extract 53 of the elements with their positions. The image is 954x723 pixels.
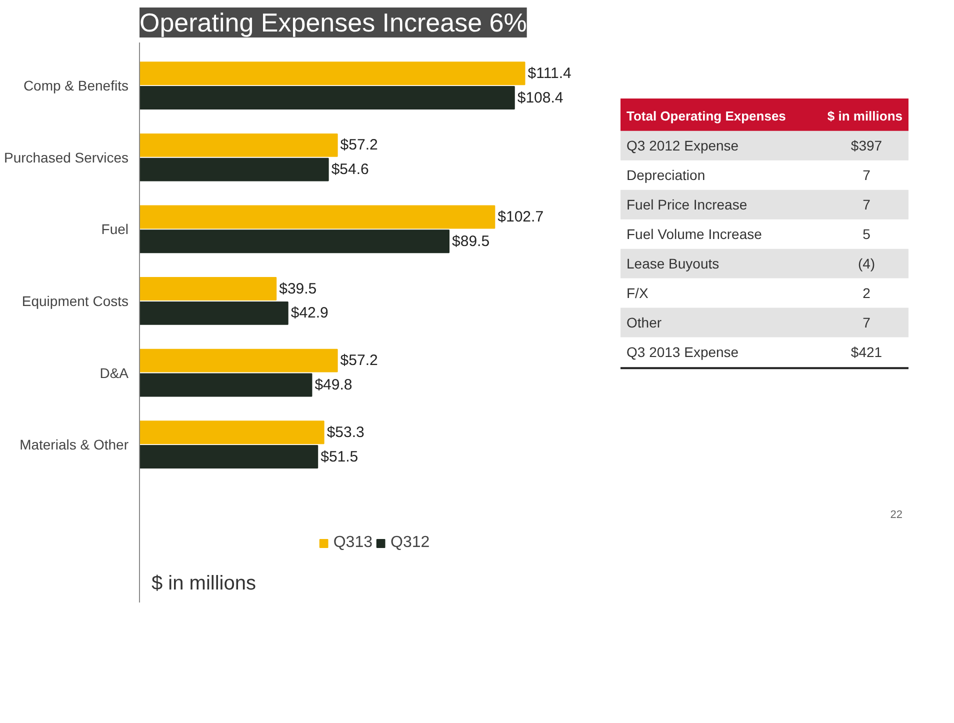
bar: [140, 277, 277, 300]
text: 7: [862, 196, 870, 213]
category-label: F/X: [626, 285, 649, 302]
text: (4): [858, 256, 876, 272]
text: Total Operating Expenses: [626, 108, 786, 124]
y-tick-label: Fuel: [101, 221, 128, 238]
data-label: $54.6: [331, 161, 369, 178]
y-tick-label: D&A: [100, 364, 130, 381]
legend-label: Q313: [333, 534, 372, 552]
data-label: $42.9: [290, 304, 328, 322]
text: $397: [850, 138, 882, 154]
chart-title: Operating Expenses Increase 6%: [140, 8, 527, 38]
category-label: Fuel Price Increase: [626, 196, 748, 213]
text: 2: [862, 285, 870, 302]
data-label: $89.5: [452, 232, 490, 250]
y-tick-label: Equipment Costs: [22, 292, 129, 309]
y-tick-label: Comp & Benefits: [23, 78, 129, 94]
text: $421: [850, 344, 882, 360]
bar: [140, 373, 312, 397]
data-label: $111.4: [528, 64, 572, 82]
bar: [140, 86, 515, 110]
category-label: Depreciation: [626, 167, 706, 184]
text: 22: [890, 509, 903, 522]
category-label: Fuel Volume Increase: [626, 226, 762, 242]
data-label: $49.8: [314, 376, 352, 394]
data-label: $102.7: [498, 208, 544, 226]
bar: [140, 205, 496, 229]
data-label: $51.5: [320, 448, 358, 466]
data-label: $108.4: [517, 89, 564, 106]
bar: [140, 158, 329, 182]
data-label: $39.5: [279, 280, 317, 298]
bar: [140, 230, 450, 254]
y-tick-label: Purchased Services: [4, 149, 129, 166]
text: 5: [862, 226, 870, 242]
text: 7: [862, 167, 870, 184]
data-label: $57.2: [340, 352, 378, 370]
category-label: Q3 2013 Expense: [626, 344, 739, 360]
category-label: Other: [626, 314, 662, 330]
text: $ in millions: [152, 572, 256, 594]
bar: [140, 133, 338, 157]
y-tick-label: Materials & Other: [20, 436, 129, 453]
text: 7: [862, 314, 870, 330]
category-label: Lease Buyouts: [626, 256, 720, 272]
data-label: $57.2: [340, 136, 378, 154]
bar: [140, 348, 338, 372]
data-label: $53.3: [326, 424, 364, 441]
text: $ in millions: [827, 108, 902, 124]
bar: [140, 301, 288, 325]
bar: [140, 445, 318, 468]
bar: [140, 420, 324, 444]
category-label: Q3 2012 Expense: [626, 138, 739, 154]
bar: [140, 62, 526, 86]
legend-label: Q312: [390, 534, 430, 552]
